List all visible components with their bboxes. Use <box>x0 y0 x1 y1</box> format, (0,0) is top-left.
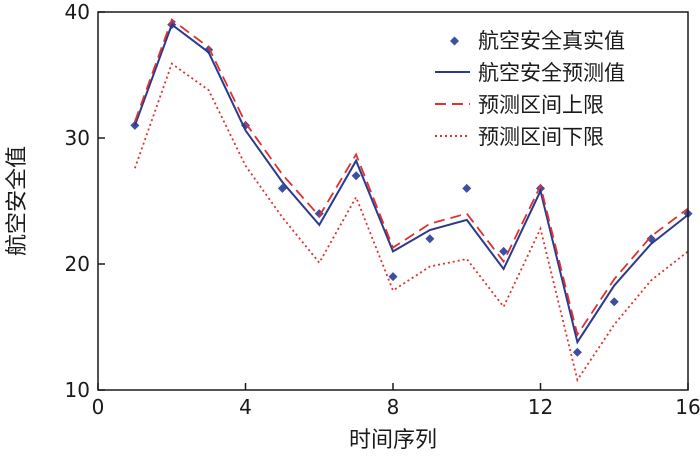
legend-item-2: 航空安全预测值 <box>435 61 625 85</box>
x-tick-label-12: 12 <box>528 395 553 419</box>
x-tick-label-0: 0 <box>92 395 105 419</box>
data-point-14 <box>609 297 619 307</box>
series-real-markers <box>130 20 693 357</box>
x-tick-label-8: 8 <box>387 395 400 419</box>
y-axis-title: 航空安全值 <box>5 146 30 256</box>
x-tick-label-4: 4 <box>239 395 252 419</box>
legend-item-1: 航空安全真实值 <box>450 29 625 53</box>
data-point-11 <box>499 246 509 256</box>
tick-layer: 0 4 8 12 16 10 20 30 40 <box>65 0 700 419</box>
data-point-13 <box>572 347 582 357</box>
y-tick-label-40: 40 <box>65 0 90 24</box>
legend-label-4: 预测区间下限 <box>478 125 604 149</box>
y-tick-label-30: 30 <box>65 126 90 150</box>
data-point-9 <box>425 234 435 244</box>
data-point-7 <box>351 171 361 181</box>
legend-label-3: 预测区间上限 <box>478 93 604 117</box>
series-upper-bound-line <box>134 18 689 337</box>
y-tick-label-10: 10 <box>65 378 90 402</box>
y-tick-label-20: 20 <box>65 252 90 276</box>
data-point-8 <box>388 272 398 282</box>
series-lower-bound-line <box>134 62 689 383</box>
series-layer <box>130 18 693 383</box>
series-predicted-line <box>133 22 689 345</box>
legend-label-2: 航空安全预测值 <box>478 61 625 85</box>
legend-label-1: 航空安全真实值 <box>478 29 625 53</box>
x-axis-title: 时间序列 <box>349 428 437 453</box>
x-tick-label-16: 16 <box>675 395 700 419</box>
data-point-1 <box>130 120 140 130</box>
legend-swatch-1 <box>450 36 459 46</box>
data-point-10 <box>462 183 472 193</box>
legend-item-4: 预测区间下限 <box>435 125 604 149</box>
legend-item-3: 预测区间上限 <box>435 93 604 117</box>
